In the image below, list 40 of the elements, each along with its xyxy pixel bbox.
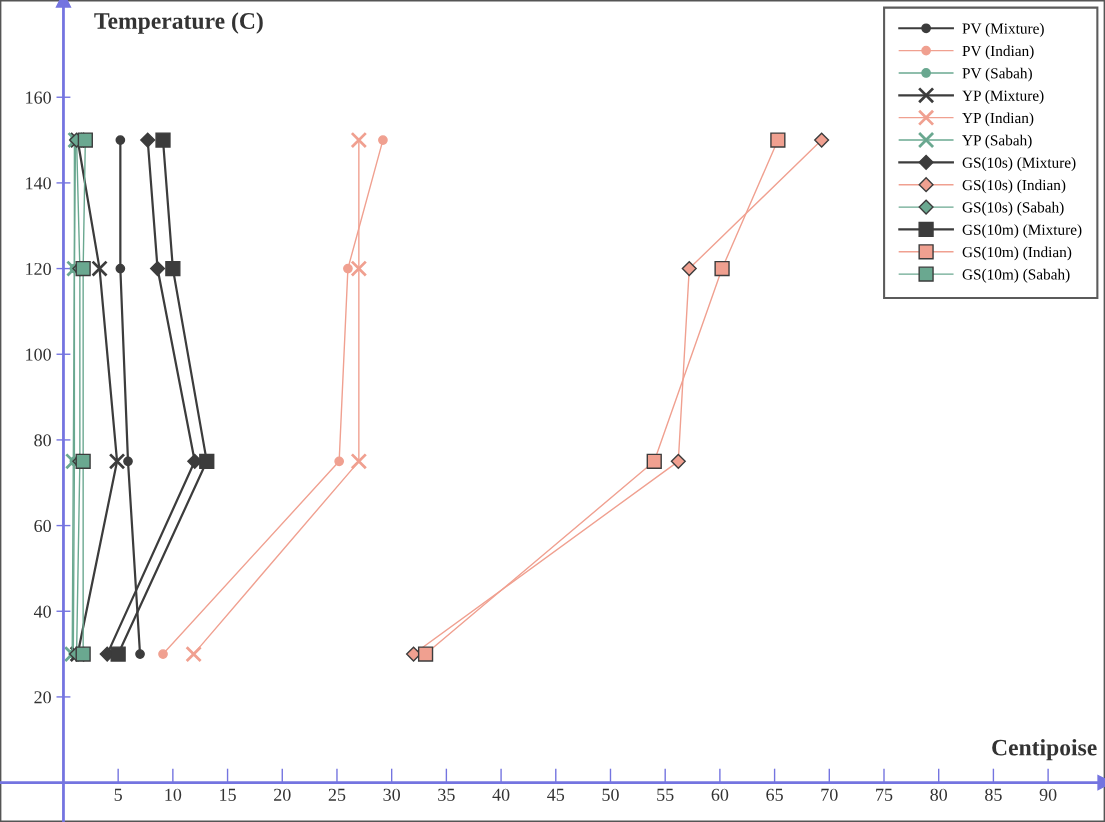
- x-tick-label: 15: [220, 788, 236, 801]
- x-tick-label: 10: [165, 788, 182, 801]
- y-tick-label: 160: [26, 91, 51, 104]
- x-tick-label: 65: [766, 788, 783, 801]
- y-tick-label: 20: [34, 691, 51, 704]
- legend-label: PV (Sabah): [962, 67, 1032, 82]
- legend-label: GS(10m) (Mixture): [962, 224, 1082, 239]
- legend-label: GS(10m) (Sabah): [962, 268, 1070, 283]
- legend-label: YP (Sabah): [962, 134, 1032, 149]
- x-tick-label: 30: [383, 788, 401, 801]
- legend-label: GS(10s) (Indian): [962, 179, 1066, 194]
- y-tick-label: 80: [34, 434, 51, 447]
- legend-label: GS(10s) (Sabah): [962, 201, 1064, 216]
- y-tick-label: 140: [26, 177, 51, 190]
- x-tick-label: 5: [114, 788, 122, 801]
- legend-label: GS(10m) (Indian): [962, 246, 1072, 261]
- x-tick-label: 85: [985, 788, 1002, 801]
- x-tick-label: 90: [1039, 788, 1057, 801]
- x-axis-title: Centipoise: [992, 738, 1097, 761]
- x-tick-label: 75: [876, 788, 893, 801]
- y-tick-label: 120: [26, 262, 51, 276]
- x-tick-label: 50: [602, 788, 619, 801]
- y-tick-label: 60: [34, 519, 51, 533]
- x-tick-label: 40: [492, 788, 510, 801]
- x-tick-label: 80: [930, 788, 948, 801]
- legend-label: YP (Indian): [962, 112, 1034, 127]
- x-tick-label: 35: [438, 788, 455, 801]
- legend-label: PV (Mixture): [962, 23, 1044, 37]
- legend-label: YP (Mixture): [962, 90, 1044, 104]
- legend-label: GS(10s) (Mixture): [962, 157, 1076, 171]
- x-tick-label: 25: [328, 788, 346, 801]
- x-tick-label: 70: [821, 788, 838, 801]
- legend-label: PV (Indian): [962, 45, 1034, 60]
- y-axis-title: Temperature (C): [94, 12, 263, 34]
- x-tick-label: 55: [657, 788, 674, 801]
- y-tick-label: 40: [33, 605, 51, 618]
- x-tick-label: 20: [274, 788, 291, 801]
- x-tick-label: 60: [711, 788, 729, 801]
- y-tick-label: 100: [26, 348, 51, 361]
- x-tick-label: 45: [547, 788, 565, 801]
